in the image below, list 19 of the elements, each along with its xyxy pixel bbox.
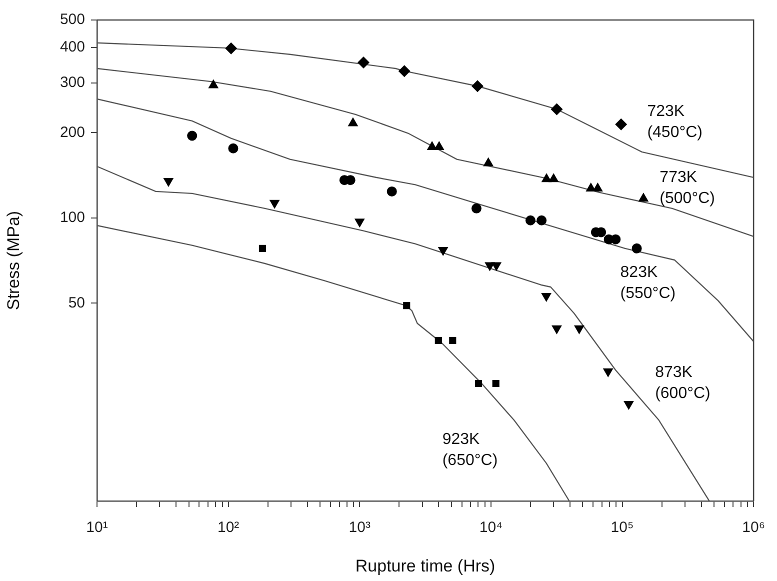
annotation: 873K (600°C) <box>655 364 710 402</box>
x-tick-label: 10³ <box>348 519 370 536</box>
x-tick-label: 10⁵ <box>610 519 634 536</box>
y-tick-label: 50 <box>68 294 85 312</box>
y-tick-label: 300 <box>60 74 85 91</box>
x-tick-label: 10¹ <box>86 519 108 536</box>
annotation: 923K (650°C) <box>442 430 498 469</box>
y-tick-label: 200 <box>60 124 85 141</box>
y-axis-title: Stress (MPa) <box>4 210 23 310</box>
annotation: 823K (550°C) <box>620 264 676 302</box>
y-tick-label: 100 <box>60 209 85 226</box>
x-tick-label: 10⁶ <box>742 519 765 536</box>
annotation: 723K (450°C) <box>647 102 703 141</box>
annotation: 773K (500°C) <box>660 168 715 207</box>
x-tick-label: 10⁴ <box>479 519 503 536</box>
x-tick-label: 10² <box>217 519 240 536</box>
x-axis-title: Rupture time (Hrs) <box>355 556 496 576</box>
y-tick-label: 400 <box>60 38 85 56</box>
y-tick-label: 500 <box>60 11 85 28</box>
